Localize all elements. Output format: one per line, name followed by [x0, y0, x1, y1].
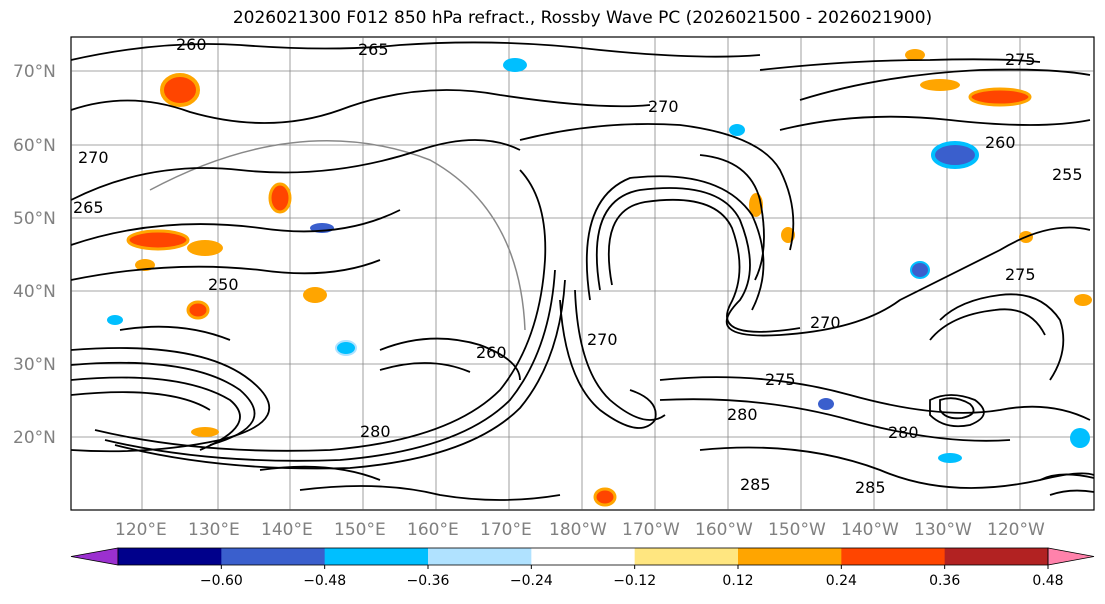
colorbar-segment: [634, 548, 739, 565]
lon-label: 160°E: [407, 520, 459, 540]
lon-label: 130°E: [188, 520, 240, 540]
colorbar-extend-low: [70, 547, 119, 566]
lon-label: 150°W: [768, 520, 826, 540]
lon-label: 170°W: [622, 520, 680, 540]
lat-label: 70°N: [13, 62, 56, 82]
lat-label: 30°N: [13, 355, 56, 375]
colorbar-segment: [324, 548, 429, 565]
contour-label: 275: [1005, 265, 1036, 284]
lat-label: 40°N: [13, 282, 56, 302]
colorbar-tick-label: −0.60: [200, 573, 243, 589]
lon-label: 170°E: [480, 520, 532, 540]
contour-label: 280: [727, 405, 758, 424]
lon-label: 160°W: [695, 520, 753, 540]
colorbar-tick-label: −0.36: [407, 573, 450, 589]
contour-label: 275: [1005, 50, 1036, 69]
colorbar-tick-label: −0.24: [510, 573, 553, 589]
colorbar-segment: [841, 548, 946, 565]
contour-label: 250: [208, 275, 239, 294]
colorbar: −0.60 −0.48 −0.36 −0.24 −0.12 0.12 0.24 0.36 0.4…: [70, 547, 1095, 589]
lat-label: 20°N: [13, 428, 56, 448]
colorbar-tick-label: 0.36: [929, 573, 960, 589]
contour-label: 265: [73, 198, 104, 217]
lon-label: 120°W: [987, 520, 1045, 540]
contour-label: 280: [360, 422, 391, 441]
contour-label: 265: [358, 40, 389, 59]
contour-label: 260: [176, 35, 207, 54]
lon-label: 140°W: [841, 520, 899, 540]
colorbar-segment: [944, 548, 1049, 565]
lon-label: 120°E: [115, 520, 167, 540]
map-title: 2026021300 F012 850 hPa refract., Rossby…: [232, 8, 933, 28]
shaded-anomalies: [107, 49, 1092, 507]
colorbar-frame: [117, 547, 1049, 566]
colorbar-extend-high: [1047, 547, 1095, 566]
contour-label: 270: [810, 313, 841, 332]
lat-label: 50°N: [13, 209, 56, 229]
colorbar-segment: [221, 548, 326, 565]
lon-label: 150°E: [334, 520, 386, 540]
contour-label: 270: [648, 97, 679, 116]
lat-label: 60°N: [13, 136, 56, 156]
colorbar-tick-label: 0.24: [826, 573, 857, 589]
lon-label: 140°E: [261, 520, 313, 540]
lon-label: 180°W: [549, 520, 607, 540]
colorbar-tick-label: −0.12: [613, 573, 656, 589]
contour-label: 270: [587, 330, 618, 349]
colorbar-tick-label: −0.48: [303, 573, 346, 589]
colorbar-segment: [118, 548, 222, 565]
contour-label: 270: [78, 148, 109, 167]
colorbar-tick-label: 0.12: [722, 573, 753, 589]
contour-label: 285: [855, 478, 886, 497]
colorbar-segment: [531, 548, 636, 565]
latitude-labels: 70°N 60°N 50°N 40°N 30°N 20°N: [13, 62, 56, 448]
contour-label: 275: [765, 370, 796, 389]
colorbar-tick-label: 0.48: [1032, 573, 1063, 589]
colorbar-segment: [428, 548, 532, 565]
contour-labels: 260 265 270 275 255 280 285 265 270 260 …: [73, 35, 1083, 497]
contour-label: 260: [476, 343, 507, 362]
refractivity-contours: [70, 41, 1095, 501]
lon-label: 130°W: [914, 520, 972, 540]
colorbar-segment: [738, 548, 842, 565]
contour-label: 260: [985, 133, 1016, 152]
contour-label: 285: [740, 475, 771, 494]
contour-label: 255: [1052, 165, 1083, 184]
reference-arc: [149, 140, 526, 331]
longitude-labels: 120°E 130°E 140°E 150°E 160°E 170°E 180°…: [115, 520, 1045, 540]
contour-label: 280: [888, 423, 919, 442]
